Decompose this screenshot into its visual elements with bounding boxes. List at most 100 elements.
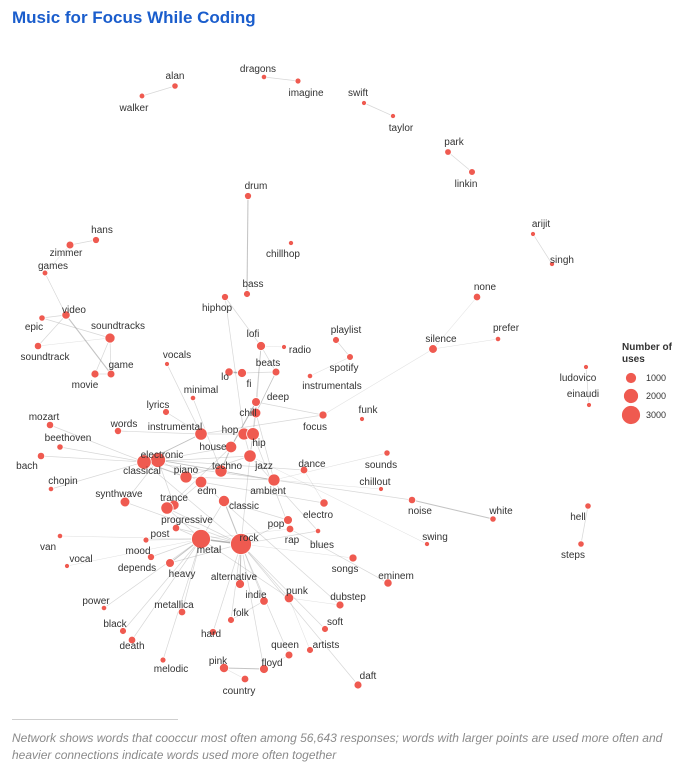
label-synthwave: synthwave: [95, 489, 143, 500]
node-bass: [243, 290, 251, 298]
label-eminem: eminem: [378, 571, 414, 582]
edge-metal-melodic: [162, 538, 202, 661]
edge-dragons-imagine: [263, 76, 299, 82]
label-hiphop: hiphop: [202, 303, 232, 314]
node-zimmer: [65, 240, 75, 250]
node-pink: [218, 662, 230, 674]
label-van: van: [40, 542, 56, 553]
node-game: [106, 369, 116, 379]
node-melodic: [159, 656, 167, 664]
node-linkin: [468, 168, 476, 176]
node-synthwave: [119, 496, 131, 508]
node-queen: [284, 650, 294, 660]
label-post: post: [151, 529, 170, 540]
label-alan: alan: [166, 71, 185, 82]
label-zimmer: zimmer: [50, 248, 83, 259]
label-sounds: sounds: [365, 460, 397, 471]
node-daft: [353, 680, 363, 690]
edge-electro-dance: [303, 469, 325, 504]
label-lofi: lofi: [247, 329, 260, 340]
label-folk: folk: [233, 608, 250, 619]
label-layer: alan walker dragons imagine swift taylor park l…: [16, 64, 599, 697]
edge-metal-power: [103, 538, 202, 609]
label-walker: walker: [119, 103, 150, 114]
node-swift: [361, 100, 367, 106]
edge-beats-fi: [241, 371, 277, 374]
node-focus: [318, 410, 328, 420]
caption-divider: [12, 719, 178, 720]
node-dubstep: [335, 600, 345, 610]
edge-punk-dubstep: [288, 597, 341, 606]
edge-ambient-sounds: [273, 452, 388, 481]
legend-circle-medium: [623, 388, 639, 404]
edge-beats-chill: [255, 371, 277, 414]
edge-classical-beethoven: [59, 446, 145, 463]
label-indie: indie: [245, 590, 267, 601]
label-house: house: [199, 442, 227, 453]
edge-chill-beats: [255, 371, 277, 414]
label-death: death: [119, 641, 144, 652]
edge-soundtracks-game: [109, 337, 112, 375]
edge-ambient-chill: [255, 412, 275, 481]
node-hard: [209, 628, 217, 636]
label-progressive: progressive: [161, 515, 213, 526]
label-white: white: [488, 506, 513, 517]
node-songs: [348, 553, 358, 563]
edge-rock-floyd: [240, 543, 265, 670]
edge-instrumental-words: [117, 430, 202, 435]
node-depends: [147, 553, 155, 561]
node-walker: [138, 92, 146, 100]
label-chillout: chillout: [359, 477, 390, 488]
chart-caption: Network shows words that cooccur most of…: [12, 731, 663, 762]
node-drum: [244, 192, 252, 200]
edge-rock-daft: [240, 543, 359, 686]
label-chillhop: chillhop: [266, 249, 300, 260]
edge-park-linkin: [447, 151, 473, 173]
node-mozart: [45, 420, 55, 430]
label-classic: classic: [229, 501, 259, 512]
node-minimal: [189, 394, 197, 402]
node-einaudi: [586, 402, 592, 408]
label-instrumentals: instrumentals: [302, 381, 361, 392]
label-punk: punk: [286, 586, 309, 597]
edge-hell-steps: [580, 505, 589, 545]
edge-ambient-noise: [273, 479, 413, 501]
edge-classical-bach: [40, 455, 145, 463]
edge-instrumental-lyrics: [165, 411, 202, 435]
edge-punk-artists: [288, 597, 311, 651]
label-artists: artists: [313, 640, 340, 651]
label-soft: soft: [327, 617, 343, 628]
edge-metal-black: [122, 538, 202, 632]
label-blues: blues: [310, 540, 334, 551]
label-vocal: vocal: [69, 554, 92, 565]
edge-vocal-metal: [66, 538, 202, 567]
label-lo: lo: [221, 372, 229, 383]
size-legend: Number of uses 1000 2000 3000: [621, 342, 673, 425]
node-park: [444, 148, 452, 156]
label-lyrics: lyrics: [147, 400, 170, 411]
edge-rap-eminem: [289, 528, 389, 584]
edge-ludovico-einaudi: [585, 366, 590, 406]
label-ambient: ambient: [250, 486, 286, 497]
edge-classic-pop: [223, 500, 289, 521]
node-progressive: [160, 501, 174, 515]
node-pop: [283, 515, 293, 525]
edge-van-metal: [59, 535, 202, 540]
label-game: game: [108, 360, 133, 371]
node-chillhop: [288, 240, 294, 246]
label-funk: funk: [359, 405, 379, 416]
legend-label-medium: 2000: [646, 391, 666, 401]
label-spotify: spotify: [330, 363, 359, 374]
label-singh: singh: [550, 255, 574, 266]
edge-metal-death: [131, 538, 202, 641]
node-swing: [424, 541, 430, 547]
edge-songs-rock: [240, 543, 354, 559]
label-ludovico: ludovico: [560, 373, 597, 384]
label-deep: deep: [267, 392, 290, 403]
label-alternative: alternative: [211, 572, 258, 583]
node-taylor: [390, 113, 396, 119]
label-swing: swing: [422, 532, 448, 543]
node-metallica: [177, 607, 187, 617]
edge-metal-metallica: [181, 538, 202, 613]
